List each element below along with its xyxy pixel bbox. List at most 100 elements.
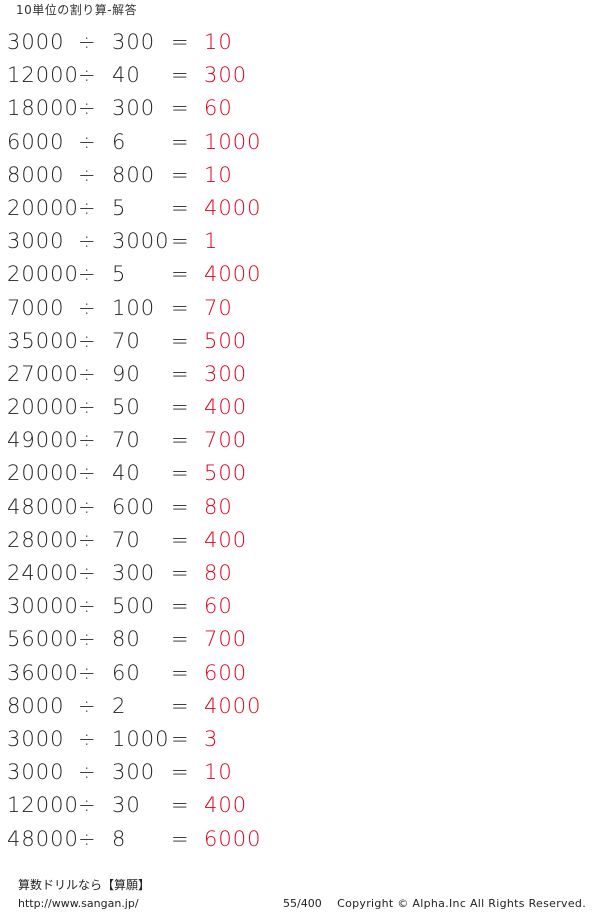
divisor: 70: [112, 428, 141, 453]
problem-row: 35000 ÷ 70 = 500: [0, 325, 600, 358]
equals-sign: =: [171, 693, 190, 718]
dividend: 24000: [7, 561, 79, 585]
divisor: 70: [112, 328, 141, 353]
divide-operator: ÷: [78, 229, 97, 254]
dividend: 3000: [7, 30, 65, 54]
divide-operator: ÷: [78, 195, 97, 220]
divide-operator: ÷: [78, 561, 97, 585]
equals-sign: =: [171, 361, 190, 386]
equals-sign: =: [171, 262, 190, 287]
problem-row: 20000 ÷ 5 = 4000: [0, 258, 600, 291]
divide-operator: ÷: [78, 760, 97, 785]
answer: 4000: [204, 262, 262, 287]
divide-operator: ÷: [78, 162, 97, 187]
divide-operator: ÷: [78, 726, 97, 751]
equals-sign: =: [171, 760, 190, 785]
divide-operator: ÷: [78, 793, 97, 818]
divisor: 600: [112, 494, 156, 519]
divisor: 300: [112, 96, 156, 121]
dividend: 28000: [7, 527, 79, 552]
dividend: 27000: [7, 361, 79, 386]
equals-sign: =: [171, 395, 190, 420]
divide-operator: ÷: [78, 693, 97, 718]
copyright-text: Copyright © Alpha.Inc All Rights Reserve…: [337, 897, 586, 910]
answer: 10: [204, 30, 233, 54]
divisor: 70: [112, 527, 141, 552]
equals-sign: =: [171, 660, 190, 685]
divisor: 8: [112, 826, 127, 851]
divide-operator: ÷: [78, 30, 97, 54]
divisor: 500: [112, 594, 156, 619]
divisor: 80: [112, 627, 141, 652]
page-number: 55/400: [283, 897, 322, 910]
divisor: 300: [112, 30, 156, 54]
answer: 300: [204, 361, 248, 386]
dividend: 3000: [7, 726, 65, 751]
answer: 700: [204, 627, 248, 652]
dividend: 3000: [7, 229, 65, 254]
footer-url-link[interactable]: http://www.sangan.jp/: [18, 897, 139, 910]
dividend: 49000: [7, 428, 79, 453]
answer: 60: [204, 96, 233, 121]
divisor: 30: [112, 793, 141, 818]
divisor: 40: [112, 63, 141, 88]
answer: 4000: [204, 693, 262, 718]
divisor: 2: [112, 693, 127, 718]
divisor: 90: [112, 361, 141, 386]
equals-sign: =: [171, 627, 190, 652]
dividend: 20000: [7, 461, 79, 486]
problem-row: 20000 ÷ 40 = 500: [0, 457, 600, 490]
equals-sign: =: [171, 63, 190, 88]
dividend: 48000: [7, 826, 79, 851]
answer: 6000: [204, 826, 262, 851]
divide-operator: ÷: [78, 428, 97, 453]
divide-operator: ÷: [78, 96, 97, 121]
equals-sign: =: [171, 96, 190, 121]
problem-row: 49000 ÷ 70 = 700: [0, 424, 600, 457]
answer: 10: [204, 162, 233, 187]
divide-operator: ÷: [78, 494, 97, 519]
problem-row: 28000 ÷ 70 = 400: [0, 524, 600, 557]
answer: 500: [204, 461, 248, 486]
equals-sign: =: [171, 793, 190, 818]
problem-row: 56000 ÷ 80 = 700: [0, 623, 600, 656]
divisor: 40: [112, 461, 141, 486]
divide-operator: ÷: [78, 826, 97, 851]
problem-row: 30000 ÷ 500 = 60: [0, 590, 600, 623]
divide-operator: ÷: [78, 328, 97, 353]
dividend: 12000: [7, 793, 79, 818]
divisor: 3000: [112, 229, 170, 254]
problem-row: 6000 ÷ 6 = 1000: [0, 126, 600, 159]
answer: 3: [204, 726, 219, 751]
problem-row: 12000 ÷ 40 = 300: [0, 59, 600, 92]
problem-row: 20000 ÷ 50 = 400: [0, 391, 600, 424]
problem-row: 3000 ÷ 300 = 10: [0, 756, 600, 789]
problem-row: 3000 ÷ 3000 = 1: [0, 225, 600, 258]
problem-row: 3000 ÷ 1000 = 3: [0, 723, 600, 756]
answer: 500: [204, 328, 248, 353]
equals-sign: =: [171, 594, 190, 619]
equals-sign: =: [171, 229, 190, 254]
answer: 300: [204, 63, 248, 88]
divide-operator: ÷: [78, 63, 97, 88]
problem-row: 18000 ÷ 300 = 60: [0, 92, 600, 125]
equals-sign: =: [171, 195, 190, 220]
problem-row: 12000 ÷ 30 = 400: [0, 789, 600, 822]
divide-operator: ÷: [78, 361, 97, 386]
dividend: 30000: [7, 594, 79, 619]
dividend: 36000: [7, 660, 79, 685]
answer: 400: [204, 793, 248, 818]
answer: 1000: [204, 129, 262, 154]
equals-sign: =: [171, 561, 190, 585]
divisor: 300: [112, 760, 156, 785]
answer: 1: [204, 229, 219, 254]
dividend: 6000: [7, 129, 65, 154]
equals-sign: =: [171, 527, 190, 552]
answer: 4000: [204, 195, 262, 220]
divide-operator: ÷: [78, 262, 97, 287]
divisor: 100: [112, 295, 156, 320]
dividend: 48000: [7, 494, 79, 519]
dividend: 18000: [7, 96, 79, 121]
problem-row: 8000 ÷ 800 = 10: [0, 159, 600, 192]
divide-operator: ÷: [78, 660, 97, 685]
